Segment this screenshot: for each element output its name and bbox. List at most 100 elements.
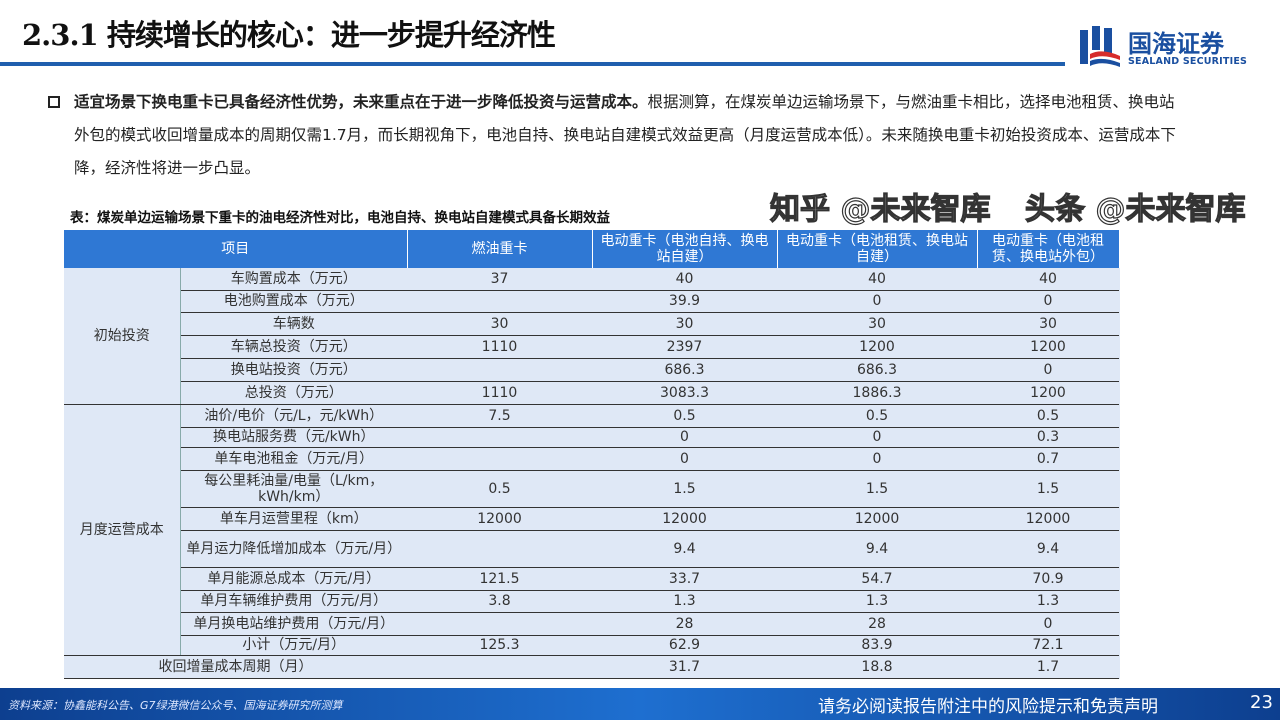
- table-row: 小计（万元/月） 125.3 62.9 83.9 72.1: [64, 635, 1119, 656]
- table-row: 月度运营成本 油价/电价（元/L，元/kWh） 7.5 0.5 0.5 0.5: [64, 404, 1119, 656]
- table-row: 总投资（万元） 1110 3083.3 1886.3 1200: [64, 381, 1119, 405]
- title-rule: [0, 62, 1065, 66]
- page-title: 2.3.1 持续增长的核心：进一步提升经济性: [22, 18, 556, 52]
- table-row: 单月车辆维护费用（万元/月） 3.8 1.3 1.3 1.3: [64, 590, 1119, 613]
- table-cell: 1.5: [777, 470, 977, 508]
- table-cell: 31.7: [592, 655, 777, 679]
- table-cell: 30: [592, 312, 777, 336]
- table-cell: 12000: [777, 507, 977, 531]
- table-cell: 28: [777, 612, 977, 636]
- table-cell: [407, 427, 592, 448]
- row-item-label: 总投资（万元）: [179, 381, 407, 405]
- table-row: 每公里耗油量/电量（L/km，kWh/km） 0.5 1.5 1.5 1.5: [64, 470, 1119, 508]
- row-item-label: 车购置成本（万元）: [179, 268, 407, 291]
- table-cell: 0: [592, 427, 777, 448]
- col-header-ev-lease: 电动重卡（电池租赁、换电站自建）: [777, 230, 978, 268]
- table-cell: 0: [977, 358, 1119, 382]
- table-cell: 125.3: [407, 635, 592, 656]
- row-item-label: 单月能源总成本（万元/月）: [179, 567, 407, 591]
- col-header-ev-outsource: 电动重卡（电池租赁、换电站外包）: [977, 230, 1120, 268]
- table-cell: 39.9: [592, 290, 777, 313]
- table-cell: 40: [977, 268, 1119, 291]
- table-cell: 37: [407, 268, 592, 291]
- table-cell: 0.3: [977, 427, 1119, 448]
- bullet-square-icon: [48, 96, 60, 108]
- table-cell: 30: [777, 312, 977, 336]
- table-cell: 12000: [592, 507, 777, 531]
- table-cell: 1200: [977, 335, 1119, 359]
- row-item-label: 单车月运营里程（km）: [179, 507, 407, 531]
- table-cell: 686.3: [777, 358, 977, 382]
- table-cell: 3.8: [407, 590, 592, 613]
- row-group-label: 初始投资: [64, 268, 181, 405]
- row-item-label: 电池购置成本（万元）: [179, 290, 407, 313]
- row-item-label: 车辆数: [179, 312, 407, 336]
- table-row-payback: 收回增量成本周期（月） 31.7 18.8 1.7: [64, 655, 1119, 679]
- source-note: 资料来源：协鑫能科公告、G7绿港微信公众号、国海证券研究所测算: [8, 699, 343, 712]
- table-cell: 9.4: [777, 530, 977, 568]
- table-cell: 0: [777, 427, 977, 448]
- table-header-row: 项目 燃油重卡 电动重卡（电池自持、换电站自建） 电动重卡（电池租赁、换电站自建…: [64, 230, 1120, 268]
- table-cell: 1.3: [592, 590, 777, 613]
- table-row: 单车月运营里程（km） 12000 12000 12000 12000: [64, 507, 1119, 531]
- table-cell: 1.3: [977, 590, 1119, 613]
- table-cell: 72.1: [977, 635, 1119, 656]
- disclaimer: 请务必阅读报告附注中的风险提示和免责声明: [818, 697, 1158, 717]
- table-cell: 2397: [592, 335, 777, 359]
- row-item-label: 单车电池租金（万元/月）: [179, 447, 407, 471]
- table-cell: 1.5: [977, 470, 1119, 508]
- table-cell: 1110: [407, 335, 592, 359]
- key-point: 适宜场景下换电重卡已具备经济性优势，未来重点在于进一步降低投资与运营成本。根据测…: [48, 86, 1178, 185]
- table-cell: 62.9: [592, 635, 777, 656]
- row-item-label: 换电站服务费（元/kWh）: [179, 427, 407, 448]
- table-cell: 1.7: [977, 655, 1119, 679]
- sealand-logo-icon: [1080, 26, 1120, 67]
- table-cell: 0.5: [777, 404, 977, 428]
- row-item-label: 每公里耗油量/电量（L/km，kWh/km）: [179, 470, 407, 508]
- watermark: 头条 @未来智库: [1024, 192, 1246, 227]
- table-cell: 1886.3: [777, 381, 977, 405]
- table-cell: 9.4: [977, 530, 1119, 568]
- table-cell: 9.4: [592, 530, 777, 568]
- table-cell: 30: [407, 312, 592, 336]
- table-cell: 40: [592, 268, 777, 291]
- key-point-text: 根据测算，在煤炭单边运输场景下，与燃油重卡相比，选择电池租赁、换电站外包的模式收…: [74, 93, 1176, 177]
- table-row: 单月换电站维护费用（万元/月） 28 28 0: [64, 612, 1119, 636]
- table-cell: 7.5: [407, 404, 592, 428]
- company-logo: 国海证券 SEALAND SECURITIES: [1078, 24, 1258, 70]
- table-cell: 33.7: [592, 567, 777, 591]
- table-cell: 0: [777, 290, 977, 313]
- page-number: 23: [1250, 692, 1273, 713]
- footer-bar: 资料来源：协鑫能科公告、G7绿港微信公众号、国海证券研究所测算 请务必阅读报告附…: [0, 688, 1280, 720]
- table-cell: 0.5: [977, 404, 1119, 428]
- row-item-label: 单月车辆维护费用（万元/月）: [179, 590, 407, 613]
- table-cell: [407, 612, 592, 636]
- table-cell: [407, 290, 592, 313]
- row-item-label: 油价/电价（元/L，元/kWh）: [179, 404, 407, 428]
- col-header-fuel: 燃油重卡: [407, 230, 593, 268]
- table-row: 单月运力降低增加成本（万元/月） 9.4 9.4 9.4: [64, 530, 1119, 568]
- table-cell: 0: [777, 447, 977, 471]
- row-item-label: 单月运力降低增加成本（万元/月）: [179, 530, 407, 568]
- row-item-label: 小计（万元/月）: [179, 635, 407, 656]
- table-cell: 686.3: [592, 358, 777, 382]
- table-cell: 83.9: [777, 635, 977, 656]
- row-item-label: 收回增量成本周期（月）: [64, 655, 407, 679]
- col-header-item: 项目: [64, 230, 408, 268]
- table-cell: 121.5: [407, 567, 592, 591]
- table-cell: [407, 655, 592, 679]
- table-cell: 12000: [977, 507, 1119, 531]
- table-cell: 0.5: [407, 470, 592, 508]
- col-header-ev-own: 电动重卡（电池自持、换电站自建）: [592, 230, 778, 268]
- table-cell: 0: [977, 290, 1119, 313]
- table-caption: 表：煤炭单边运输场景下重卡的油电经济性对比，电池自持、换电站自建模式具备长期效益: [70, 210, 610, 226]
- table-cell: 28: [592, 612, 777, 636]
- key-point-bold: 适宜场景下换电重卡已具备经济性优势，未来重点在于进一步降低投资与运营成本。: [74, 93, 648, 111]
- table-row: 单车电池租金（万元/月） 0 0 0.7: [64, 447, 1119, 471]
- table-cell: 12000: [407, 507, 592, 531]
- table-row: 电池购置成本（万元） 39.9 0 0: [64, 290, 1119, 313]
- table-cell: 70.9: [977, 567, 1119, 591]
- row-item-label: 单月换电站维护费用（万元/月）: [179, 612, 407, 636]
- row-item-label: 车辆总投资（万元）: [179, 335, 407, 359]
- table-cell: 0.5: [592, 404, 777, 428]
